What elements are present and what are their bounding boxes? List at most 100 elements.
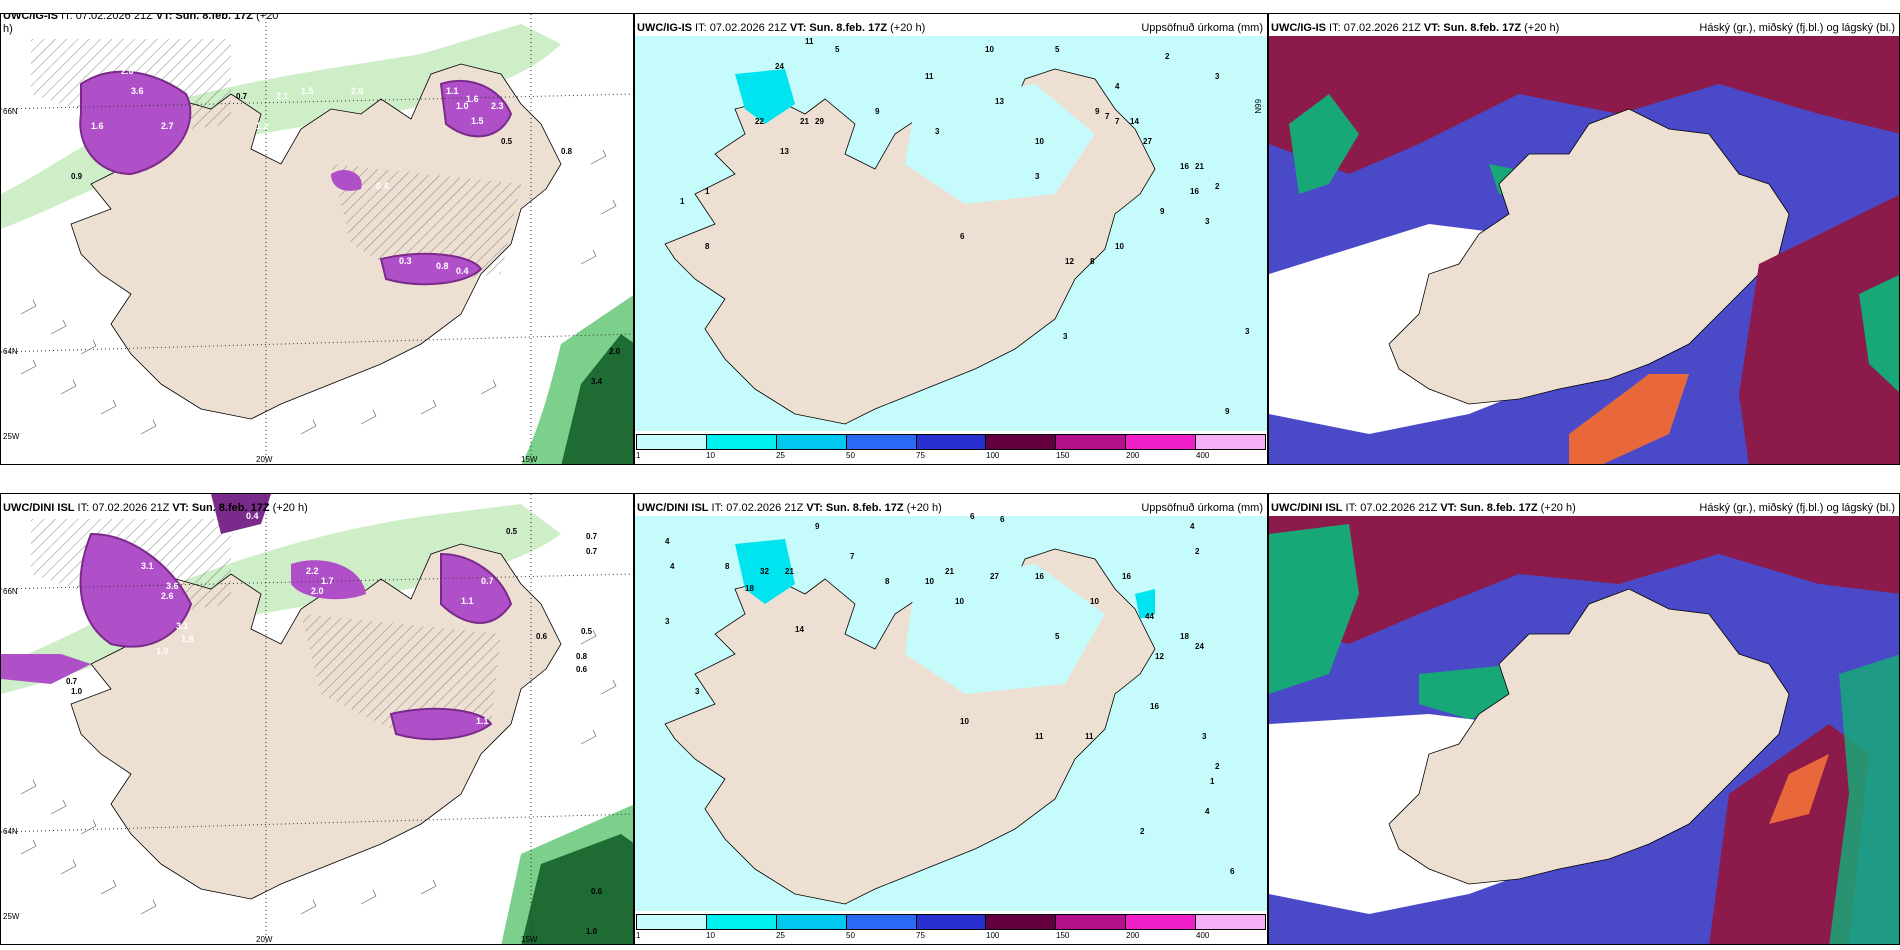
panel-header: UWC/DINI ISL IT: 07.02.2026 21Z VT: Sun.…: [3, 502, 308, 515]
lon-label-15w: 15W: [521, 455, 538, 464]
svg-text:1.0: 1.0: [586, 927, 598, 936]
svg-text:2.6: 2.6: [351, 86, 364, 96]
colorbar-segment: [846, 435, 917, 449]
colorbar-tick-label: 1: [636, 451, 641, 460]
svg-text:2.0: 2.0: [609, 347, 621, 356]
svg-text:3: 3: [695, 687, 700, 696]
svg-text:1: 1: [1210, 777, 1215, 786]
svg-text:8: 8: [725, 562, 730, 571]
svg-text:18: 18: [1180, 632, 1189, 641]
svg-text:9: 9: [1095, 107, 1100, 116]
hatch-area-central: [331, 164, 521, 284]
svg-text:9: 9: [875, 107, 880, 116]
lead-time-cont: h): [3, 23, 13, 35]
valid-time: VT: Sun. 8.feb. 17Z: [1423, 22, 1522, 34]
svg-text:1.7: 1.7: [321, 576, 334, 586]
svg-text:27: 27: [1143, 137, 1152, 146]
svg-text:1.6: 1.6: [91, 121, 104, 131]
init-time: IT: 07.02.2026 21Z: [58, 13, 156, 22]
svg-text:11: 11: [1035, 732, 1044, 741]
svg-text:0.5: 0.5: [506, 527, 518, 536]
field-label: Uppsöfnuð úrkoma (mm): [1141, 502, 1263, 514]
svg-text:0.9: 0.9: [71, 172, 83, 181]
svg-text:13: 13: [995, 97, 1004, 106]
svg-text:2.6: 2.6: [161, 591, 174, 601]
svg-text:3.1: 3.1: [141, 561, 154, 571]
lat-label-66n: 66N: [1253, 99, 1262, 114]
svg-text:1.2: 1.2: [256, 121, 269, 131]
valid-time: VT: Sun. 8.feb. 17Z: [172, 502, 270, 514]
precip-blob-n: [211, 494, 271, 534]
svg-text:0.8: 0.8: [436, 261, 449, 271]
svg-text:2: 2: [1195, 547, 1200, 556]
svg-text:16: 16: [1035, 572, 1044, 581]
svg-text:5: 5: [1055, 45, 1060, 54]
svg-text:0.7: 0.7: [236, 92, 248, 101]
panel-top-left-precip-wind: 66N 64N 25W 20W 15W 2.6 3.6 1.6 2.7 1.2 …: [0, 13, 634, 465]
svg-text:5: 5: [835, 45, 840, 54]
svg-text:2.1: 2.1: [276, 91, 289, 101]
lat-label-64n: 64N: [3, 347, 18, 356]
svg-text:3: 3: [1063, 332, 1068, 341]
colorbar-segment: [986, 915, 1057, 929]
svg-text:1.5: 1.5: [301, 86, 314, 96]
colorbar-tick-label: 1: [636, 931, 641, 940]
svg-text:10: 10: [985, 45, 994, 54]
colorbar-segment: [637, 435, 707, 449]
svg-text:1.1: 1.1: [476, 716, 489, 726]
svg-text:21: 21: [1195, 162, 1204, 171]
precip-light-north: [905, 564, 1105, 694]
model-name: UWC/DINI ISL: [3, 502, 75, 514]
svg-text:9: 9: [815, 522, 820, 531]
svg-text:14: 14: [795, 625, 804, 634]
model-name: UWC/IG-IS: [3, 13, 58, 22]
svg-text:11: 11: [1085, 732, 1094, 741]
svg-text:0.3: 0.3: [399, 256, 412, 266]
lat-label-64n: 64N: [3, 827, 18, 836]
svg-text:8: 8: [885, 577, 890, 586]
svg-text:21: 21: [785, 567, 794, 576]
svg-text:10: 10: [1115, 242, 1124, 251]
svg-text:1: 1: [705, 187, 710, 196]
map-top-middle: 11 5 10 5 2 3 24 22 21 29 13 11 13 9 10 …: [635, 36, 1267, 431]
svg-text:2: 2: [1215, 762, 1220, 771]
svg-text:1.1: 1.1: [446, 86, 459, 96]
svg-text:12: 12: [1065, 257, 1074, 266]
svg-text:24: 24: [1195, 642, 1204, 651]
colorbar-tick-label: 75: [916, 451, 925, 460]
precip-blob-small: [331, 169, 362, 191]
valid-time: VT: Sun. 8.feb. 17Z: [806, 502, 904, 514]
map-top-right: [1269, 36, 1899, 464]
svg-text:0.6: 0.6: [261, 616, 274, 626]
orange-cloud: [1569, 374, 1689, 464]
svg-text:0.4: 0.4: [456, 266, 469, 276]
lead-time: (+20 h): [269, 502, 308, 514]
field-label: Háský (gr.), miðský (fj.bl.) og lágský (…: [1699, 502, 1895, 514]
model-name: UWC/IG-IS: [1271, 22, 1326, 34]
field-label: Háský (gr.), miðský (fj.bl.) og lágský (…: [1699, 22, 1895, 34]
svg-text:0.4: 0.4: [376, 181, 389, 191]
svg-text:8: 8: [1090, 257, 1095, 266]
colorbar-segment: [776, 435, 847, 449]
field-label: Uppsöfnuð úrkoma (mm): [1141, 22, 1263, 34]
init-time: IT: 07.02.2026 21Z: [1326, 22, 1424, 34]
orange-cloud: [1769, 754, 1829, 824]
svg-text:10: 10: [955, 597, 964, 606]
precip-value-labels: 11 5 10 5 2 3 24 22 21 29 13 11 13 9 10 …: [680, 37, 1250, 416]
colorbar-segment: [1056, 435, 1127, 449]
colorbar-segment: [706, 435, 777, 449]
panel-header: UWC/DINI ISL IT: 07.02.2026 21Z VT: Sun.…: [637, 502, 942, 515]
svg-text:3: 3: [1215, 72, 1220, 81]
lead-time: (+20 h): [1537, 502, 1576, 514]
colorbar-tick-label: 50: [846, 931, 855, 940]
mid-cloud-north: [1269, 36, 1899, 174]
precip-band-west: [1, 654, 91, 684]
lead-time: (+20 h): [903, 502, 942, 514]
svg-text:3.6: 3.6: [131, 86, 144, 96]
svg-text:10: 10: [925, 577, 934, 586]
svg-text:11: 11: [805, 37, 814, 46]
grid-lat: [1, 813, 633, 833]
lat-label-25w: 25W: [3, 432, 20, 441]
colorbar-tick-label: 100: [986, 451, 1000, 460]
colorbar-segment: [1056, 915, 1127, 929]
